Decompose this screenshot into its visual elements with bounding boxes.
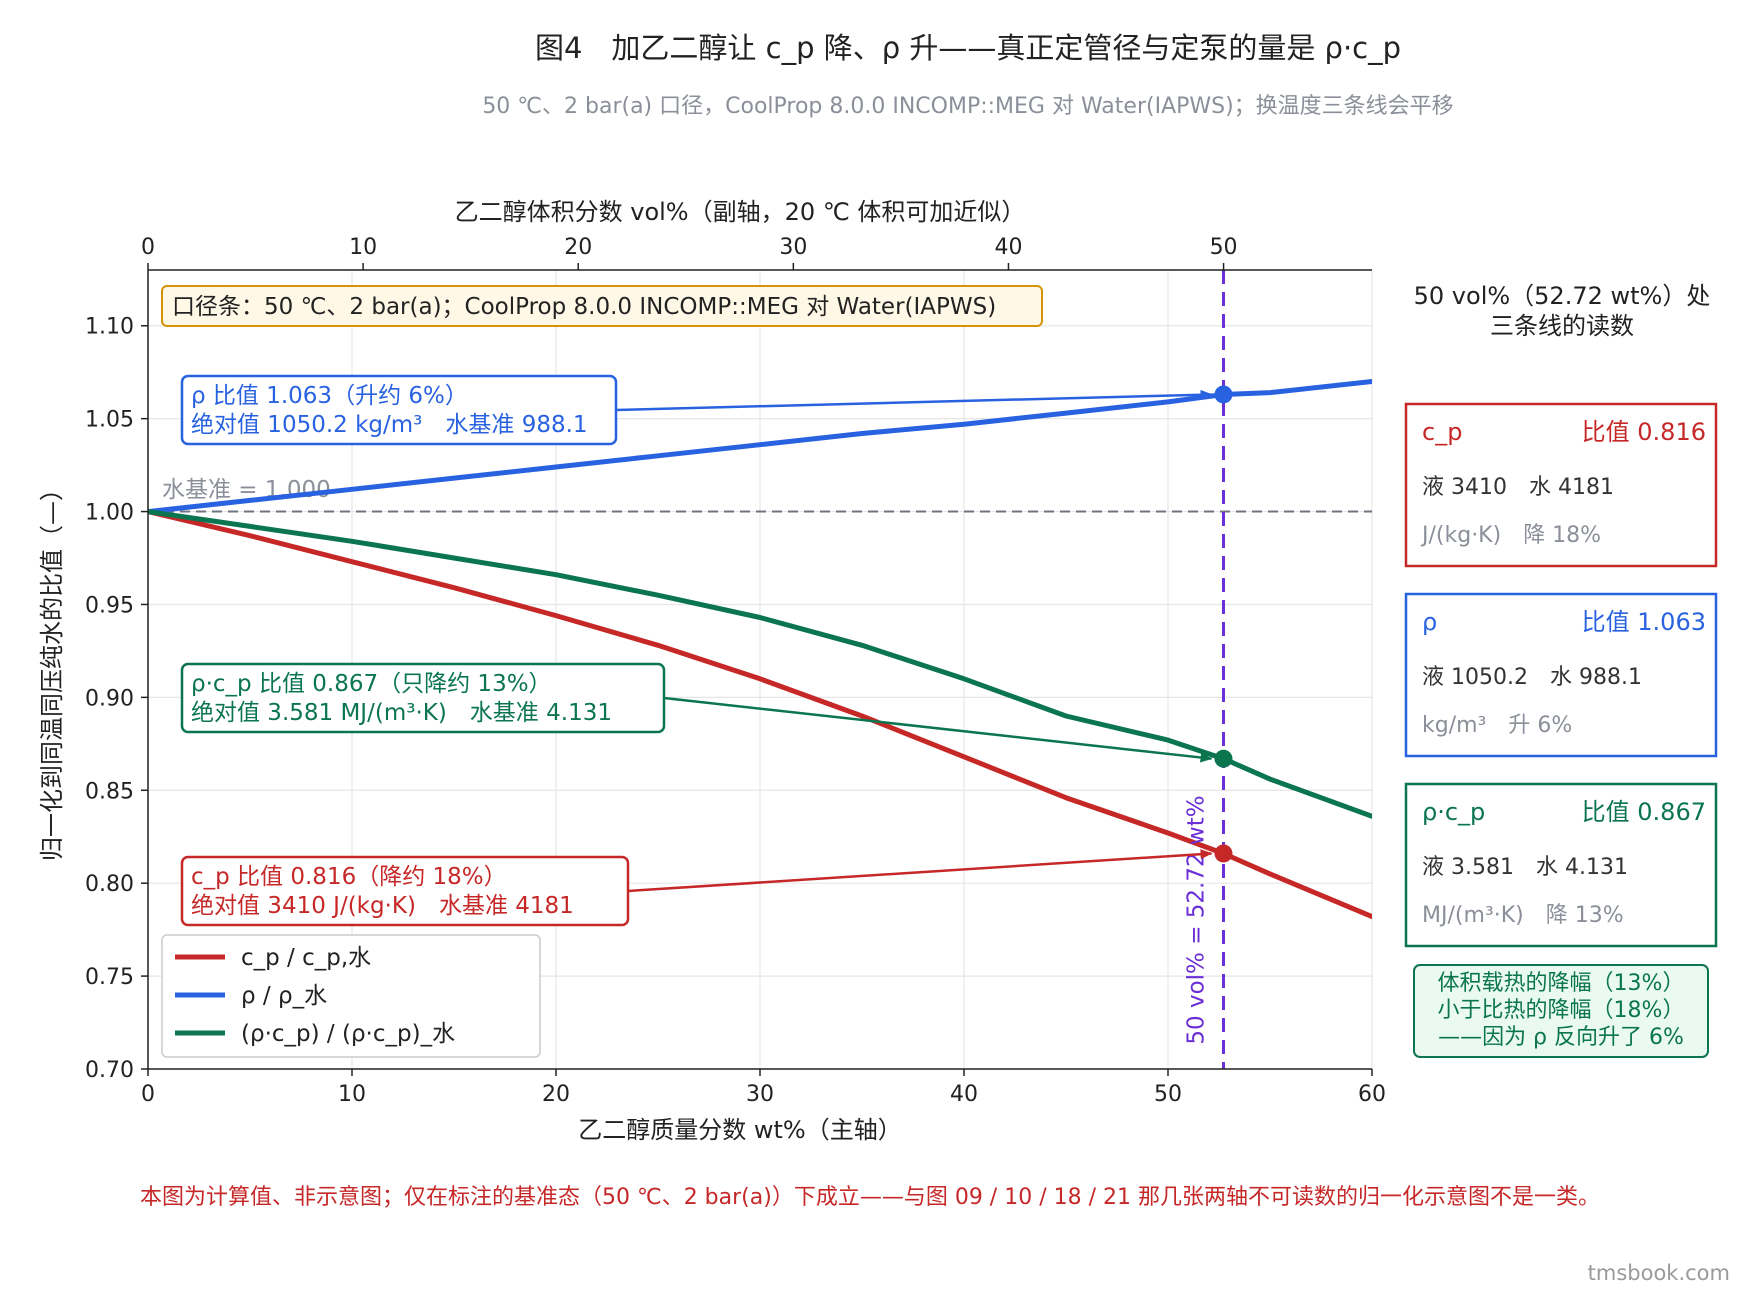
side-box-cp-unit: J/(kg·K) 降 18% <box>1420 523 1601 548</box>
annotation-box-rhocp <box>180 662 666 734</box>
note-text: 口径条：50 ℃、2 bar(a)；CoolProp 8.0.0 INCOMP:… <box>172 294 996 320</box>
annotation-line1-rho: ρ 比值 1.063（升约 6%） <box>191 383 468 409</box>
annotation-box-cp <box>180 855 630 927</box>
legend-entry-cp: c_p / c_p,水 <box>241 945 371 971</box>
x2-tick-label-2: 20 <box>564 235 592 260</box>
y-axis-ticks: 0.70 0.75 0.80 0.85 0.90 0.95 1.00 1.05 1.10 <box>85 315 148 1083</box>
x2-tick-label-3: 30 <box>779 235 807 260</box>
x-tick-label-4: 40 <box>950 1082 978 1107</box>
x-tick-label-0: 0 <box>141 1082 155 1107</box>
x2-axis-ticks: 0 10 20 30 40 50 <box>141 235 1238 270</box>
x-tick-label-6: 60 <box>1358 1082 1386 1107</box>
x-tick-label-1: 10 <box>338 1082 366 1107</box>
point-rho <box>1214 385 1233 404</box>
conclusion-line-3: ——因为 ρ 反向升了 6% <box>1438 1025 1684 1050</box>
y-tick-label-6: 1.00 <box>85 501 134 526</box>
x2-tick-label-0: 0 <box>141 235 155 260</box>
points-group <box>1214 385 1233 863</box>
x2-tick-label-4: 40 <box>994 235 1022 260</box>
series-line-cp <box>148 509 1372 920</box>
side-box-rhocp: ρ·c_p 比值 0.867 液 3.581 水 4.131 MJ/(m³·K)… <box>1404 782 1718 948</box>
conclusion-line-2: 小于比热的降幅（18%） <box>1438 998 1685 1023</box>
side-panel-header-2: 三条线的读数 <box>1490 312 1634 340</box>
footnote: 本图为计算值、非示意图；仅在标注的基准态（50 ℃、2 bar(a)）下成立——… <box>140 1185 1600 1210</box>
legend-entry-rhocp: (ρ·c_p) / (ρ·c_p)_水 <box>241 1021 455 1047</box>
point-rhocp <box>1214 749 1233 768</box>
side-box-cp-values: 液 3410 水 4181 <box>1422 475 1614 500</box>
point-cp <box>1214 844 1233 863</box>
x2-axis-label: 乙二醇体积分数 vol%（副轴，20 ℃ 体积可加近似） <box>455 198 1026 226</box>
annotation-box-rho <box>180 374 618 446</box>
side-box-rho-name: ρ <box>1422 608 1437 636</box>
legend-frame <box>161 934 541 1058</box>
y-axis-label: 归一化到同温同压纯水的比值（—） <box>38 477 66 861</box>
y-tick-label-3: 0.85 <box>85 779 134 804</box>
y-tick-label-0: 0.70 <box>85 1058 134 1083</box>
x-tick-label-5: 50 <box>1154 1082 1182 1107</box>
note-box: 口径条：50 ℃、2 bar(a)；CoolProp 8.0.0 INCOMP:… <box>161 285 1043 327</box>
annotation-arrow-cp <box>627 849 1213 893</box>
y-tick-label-1: 0.75 <box>85 965 134 990</box>
side-box-rhocp-values: 液 3.581 水 4.131 <box>1422 855 1628 880</box>
series-line-rhocp <box>148 509 1372 819</box>
annotation-line1-cp: c_p 比值 0.816（降约 18%） <box>191 864 507 890</box>
y-tick-label-2: 0.80 <box>85 872 134 897</box>
chart-subtitle: 50 ℃、2 bar(a) 口径，CoolProp 8.0.0 INCOMP::… <box>482 94 1453 119</box>
side-box-rhocp-unit: MJ/(m³·K) 降 13% <box>1422 903 1624 928</box>
annotation-arrow-rhocp <box>663 696 1213 763</box>
brand-watermark: tmsbook.com <box>1588 1261 1730 1285</box>
side-box-rhocp-ratio: 比值 0.867 <box>1582 798 1706 826</box>
x-tick-label-3: 30 <box>746 1082 774 1107</box>
legend-entry-rho: ρ / ρ_水 <box>241 983 327 1009</box>
legend: c_p / c_p,水 ρ / ρ_水 (ρ·c_p) / (ρ·c_p)_水 <box>161 934 541 1058</box>
side-box-rho-values: 液 1050.2 水 988.1 <box>1422 665 1642 690</box>
side-box-rho: ρ 比值 1.063 液 1050.2 水 988.1 kg/m³ 升 6% <box>1404 592 1718 758</box>
side-box-rho-unit: kg/m³ 升 6% <box>1422 713 1572 738</box>
side-panel: 50 vol%（52.72 wt%）处 三条线的读数 c_p 比值 0.816 … <box>1404 282 1718 1058</box>
side-box-rhocp-name: ρ·c_p <box>1422 798 1485 826</box>
x-axis-ticks: 0 10 20 30 40 50 60 <box>141 1069 1386 1107</box>
annotation-arrow-rho <box>615 389 1213 412</box>
annotation-line1-rhocp: ρ·c_p 比值 0.867（只降约 13%） <box>191 671 552 697</box>
side-box-cp-name: c_p <box>1422 418 1462 446</box>
marker-label: 50 vol% = 52.72 wt% <box>1183 795 1209 1044</box>
conclusion-line-1: 体积载热的降幅（13%） <box>1438 971 1685 996</box>
x2-tick-label-1: 10 <box>349 235 377 260</box>
x-tick-label-2: 20 <box>542 1082 570 1107</box>
y-tick-label-4: 0.90 <box>85 686 134 711</box>
side-box-cp-ratio: 比值 0.816 <box>1582 418 1706 446</box>
series-group <box>148 379 1372 920</box>
annotation-line2-cp: 绝对值 3410 J/(kg·K) 水基准 4181 <box>191 893 574 919</box>
side-box-rho-ratio: 比值 1.063 <box>1582 608 1706 636</box>
annotation-line2-rho: 绝对值 1050.2 kg/m³ 水基准 988.1 <box>191 412 588 438</box>
conclusion-box: 体积载热的降幅（13%） 小于比热的降幅（18%） ——因为 ρ 反向升了 6% <box>1413 964 1709 1058</box>
y-tick-label-5: 0.95 <box>85 593 134 618</box>
y-tick-label-8: 1.10 <box>85 315 134 340</box>
side-box-cp: c_p 比值 0.816 液 3410 水 4181 J/(kg·K) 降 18… <box>1404 402 1718 568</box>
series-line-rho <box>148 379 1372 515</box>
chart-title: 图4 加乙二醇让 c_p 降、ρ 升——真正定管径与定泵的量是 ρ·c_p <box>535 31 1401 65</box>
x-axis-label: 乙二醇质量分数 wt%（主轴） <box>578 1116 901 1144</box>
annotation-line2-rhocp: 绝对值 3.581 MJ/(m³·K) 水基准 4.131 <box>191 700 612 726</box>
annotations-group: ρ 比值 1.063（升约 6%） 绝对值 1050.2 kg/m³ 水基准 98… <box>180 374 1213 927</box>
x2-tick-label-5: 50 <box>1210 235 1238 260</box>
y-tick-label-7: 1.05 <box>85 408 134 433</box>
side-panel-header-1: 50 vol%（52.72 wt%）处 <box>1414 282 1711 310</box>
